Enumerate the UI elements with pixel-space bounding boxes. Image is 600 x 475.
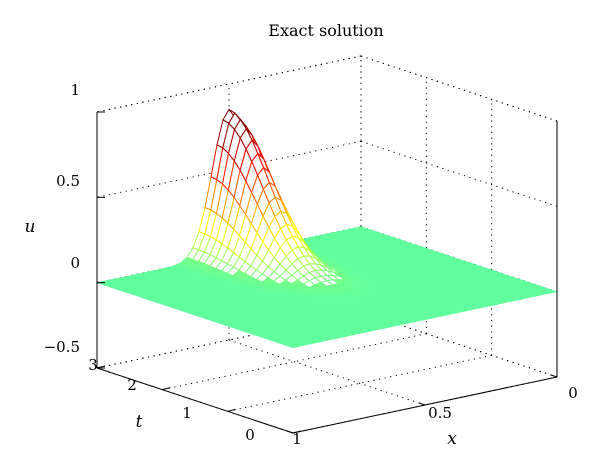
grid-line-floor [228,339,426,406]
t-tick [162,387,171,391]
t-tick-label-0: 0 [245,426,255,444]
grid-line-top [360,55,558,122]
surface-patch [544,289,559,294]
u-tick-label-neg-0-5: −0.5 [44,338,80,356]
t-tick-label-3: 3 [88,356,98,374]
t-tick [96,365,106,369]
surface-mesh [95,108,559,349]
chart-title: Exact solution [268,21,383,40]
t-tick [227,408,236,412]
x-axis-label: x [447,429,457,449]
x-tick [550,374,558,378]
x-tick-label-1: 1 [292,430,302,448]
x-tick-label-0-5: 0.5 [428,404,452,422]
t-tick [292,430,302,434]
z-axis-label: u [25,217,36,237]
u-tick-label-0-5: 0.5 [56,172,80,190]
t-tick-label-1: 1 [182,404,192,422]
t-axis-label: t [136,412,143,432]
x-tick [418,402,426,406]
grid-line-side-wall [360,140,558,207]
x-tick [286,430,294,434]
u-tick-label-1: 1 [70,81,80,99]
t-axis-line [96,367,294,434]
t-tick-label-2: 2 [127,376,137,394]
u-tick-label-0: 0 [70,254,80,272]
grid-line-top [96,55,362,113]
x-tick-label-0: 0 [568,384,578,402]
tick-marks [96,111,558,434]
